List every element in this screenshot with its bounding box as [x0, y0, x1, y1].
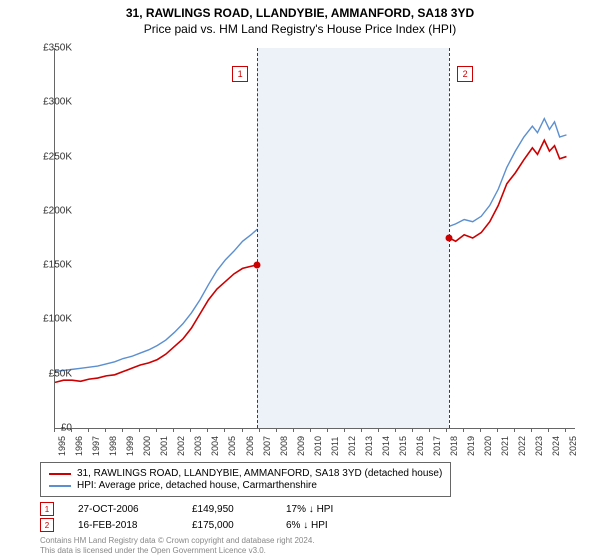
legend-swatch [49, 473, 71, 475]
x-tick-label: 2010 [313, 436, 323, 456]
chart-plot-area: 12 [54, 48, 575, 429]
y-tick-label: £150K [28, 260, 72, 271]
highlight-band [257, 48, 450, 428]
x-tick-label: 2003 [193, 436, 203, 456]
x-tick-label: 1995 [57, 436, 67, 456]
sale-date: 16-FEB-2018 [78, 520, 168, 531]
x-tick-label: 2016 [415, 436, 425, 456]
x-tick-label: 2002 [176, 436, 186, 456]
x-tick-label: 2023 [534, 436, 544, 456]
y-tick-label: £100K [28, 314, 72, 325]
sale-dot [253, 262, 260, 269]
x-tick-label: 1998 [108, 436, 118, 456]
footer-line: This data is licensed under the Open Gov… [40, 546, 315, 556]
address-title: 31, RAWLINGS ROAD, LLANDYBIE, AMMANFORD,… [0, 6, 600, 20]
x-tick-label: 2001 [159, 436, 169, 456]
footer-line: Contains HM Land Registry data © Crown c… [40, 536, 315, 546]
x-tick-label: 2012 [347, 436, 357, 456]
y-tick-label: £350K [28, 43, 72, 54]
y-tick-label: £250K [28, 151, 72, 162]
titles: 31, RAWLINGS ROAD, LLANDYBIE, AMMANFORD,… [0, 0, 600, 36]
y-tick-label: £300K [28, 97, 72, 108]
x-tick-label: 2008 [279, 436, 289, 456]
x-tick-label: 2018 [449, 436, 459, 456]
legend-label: HPI: Average price, detached house, Carm… [77, 480, 317, 491]
x-tick-label: 2004 [210, 436, 220, 456]
y-tick-label: £200K [28, 205, 72, 216]
legend-item: 31, RAWLINGS ROAD, LLANDYBIE, AMMANFORD,… [49, 468, 442, 479]
sales-table: 1 27-OCT-2006 £149,950 17% ↓ HPI 2 16-FE… [40, 500, 333, 534]
x-tick-label: 2021 [500, 436, 510, 456]
sale-delta: 17% ↓ HPI [286, 504, 333, 515]
x-tick-label: 2025 [568, 436, 578, 456]
x-tick-label: 1999 [125, 436, 135, 456]
sale-marker: 2 [40, 518, 54, 532]
sale-vline [257, 48, 258, 428]
x-tick-label: 2015 [398, 436, 408, 456]
legend-item: HPI: Average price, detached house, Carm… [49, 480, 442, 491]
sale-date: 27-OCT-2006 [78, 504, 168, 515]
x-tick-label: 2014 [381, 436, 391, 456]
x-tick-label: 2005 [227, 436, 237, 456]
legend: 31, RAWLINGS ROAD, LLANDYBIE, AMMANFORD,… [40, 462, 451, 497]
sale-dot [446, 235, 453, 242]
y-tick-label: £50K [28, 368, 72, 379]
chart-container: 31, RAWLINGS ROAD, LLANDYBIE, AMMANFORD,… [0, 0, 600, 560]
sale-marker-box: 1 [232, 66, 248, 82]
legend-swatch [49, 485, 71, 487]
x-tick-label: 2017 [432, 436, 442, 456]
sales-row: 1 27-OCT-2006 £149,950 17% ↓ HPI [40, 502, 333, 516]
subtitle: Price paid vs. HM Land Registry's House … [0, 22, 600, 36]
x-tick-label: 2022 [517, 436, 527, 456]
sale-marker-box: 2 [457, 66, 473, 82]
x-tick-label: 2020 [483, 436, 493, 456]
x-tick-label: 2007 [262, 436, 272, 456]
y-tick-label: £0 [28, 423, 72, 434]
sale-price: £149,950 [192, 504, 262, 515]
sale-delta: 6% ↓ HPI [286, 520, 328, 531]
x-tick-label: 2009 [296, 436, 306, 456]
sale-price: £175,000 [192, 520, 262, 531]
footer: Contains HM Land Registry data © Crown c… [40, 536, 315, 555]
x-tick-label: 2006 [245, 436, 255, 456]
sales-row: 2 16-FEB-2018 £175,000 6% ↓ HPI [40, 518, 333, 532]
x-tick-label: 2000 [142, 436, 152, 456]
x-tick-label: 2011 [330, 437, 340, 456]
x-tick-label: 2024 [551, 436, 561, 456]
legend-label: 31, RAWLINGS ROAD, LLANDYBIE, AMMANFORD,… [77, 468, 442, 479]
x-tick-label: 1997 [91, 436, 101, 456]
sale-marker: 1 [40, 502, 54, 516]
x-tick-label: 2019 [466, 436, 476, 456]
x-tick-label: 1996 [74, 436, 84, 456]
x-tick-label: 2013 [364, 436, 374, 456]
